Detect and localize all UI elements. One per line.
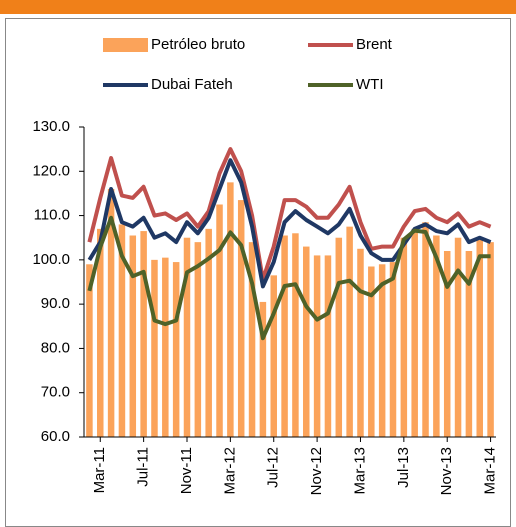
bar	[313, 255, 321, 437]
x-tick-label: Jul-13	[395, 447, 412, 488]
legend-label: Brent	[356, 36, 393, 53]
bar	[140, 231, 147, 437]
bar	[227, 182, 234, 437]
bar	[270, 275, 277, 437]
bar	[172, 262, 180, 437]
x-tick-label: Nov-12	[308, 447, 325, 495]
bar	[97, 228, 104, 437]
y-tick-label: 120.0	[32, 162, 70, 179]
bar	[346, 226, 353, 437]
bar	[248, 242, 256, 437]
bar	[194, 242, 202, 437]
x-tick-label: Mar-13	[351, 447, 368, 495]
y-tick-label: 70.0	[41, 384, 70, 401]
bar	[281, 235, 288, 437]
y-tick-label: 130.0	[32, 118, 70, 135]
bar	[454, 237, 462, 437]
x-tick-label: Mar-11	[91, 447, 108, 493]
bar	[487, 242, 494, 437]
bar	[378, 264, 386, 437]
x-tick-label: Jul-11	[135, 447, 152, 487]
bar	[151, 259, 158, 437]
x-tick-label: Jul-12	[265, 447, 282, 488]
bar	[335, 237, 343, 437]
y-tick-label: 90.0	[41, 295, 70, 312]
line	[87, 215, 491, 341]
legend-label: WTI	[356, 76, 384, 93]
bar	[292, 233, 299, 437]
bar	[259, 301, 267, 437]
x-tick-label: Nov-13	[438, 447, 455, 495]
y-tick-label: 60.0	[41, 428, 70, 445]
legend-label: Petróleo bruto	[151, 36, 245, 53]
bar	[324, 255, 332, 437]
bar	[183, 237, 191, 437]
bar	[162, 257, 169, 437]
x-tick-label: Nov-11	[178, 447, 195, 494]
bar	[216, 204, 223, 437]
bar	[86, 264, 93, 437]
x-tick-label: Mar-12	[221, 447, 238, 495]
x-tick-label: Mar-14	[482, 447, 499, 495]
bar	[422, 222, 429, 437]
bar	[465, 251, 473, 437]
bar	[389, 262, 397, 437]
header-bar	[0, 0, 516, 14]
legend-swatch	[103, 38, 148, 52]
bar	[118, 224, 126, 437]
legend-label: Dubai Fateh	[151, 76, 233, 93]
bar	[476, 239, 483, 437]
bar	[433, 235, 440, 437]
bar	[129, 235, 137, 437]
line	[87, 158, 492, 289]
bar	[205, 228, 212, 437]
y-tick-label: 100.0	[32, 251, 70, 268]
line	[87, 147, 492, 282]
bar	[237, 200, 245, 437]
bar	[400, 237, 408, 437]
bar	[303, 246, 310, 437]
y-tick-label: 80.0	[41, 339, 70, 356]
bar	[357, 248, 364, 437]
y-tick-label: 110.0	[34, 207, 70, 224]
bar	[107, 189, 115, 437]
bar	[411, 228, 418, 437]
bar	[368, 266, 375, 437]
bar	[443, 251, 451, 437]
